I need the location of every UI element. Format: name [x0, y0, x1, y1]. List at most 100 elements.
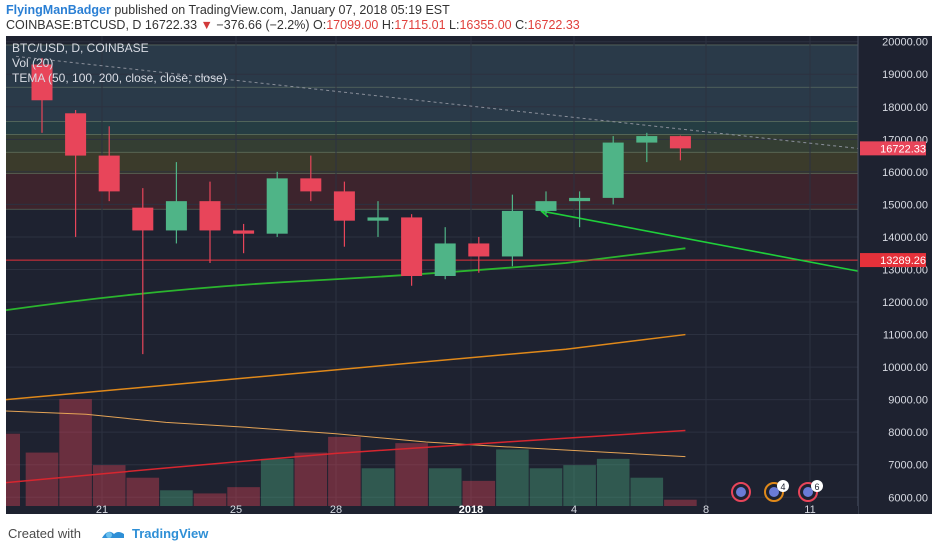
price-axis — [858, 36, 932, 514]
volume-bar — [462, 480, 496, 506]
green-arrow-line — [540, 210, 859, 272]
event-count-label: 6 — [814, 482, 819, 492]
candle-body — [602, 142, 624, 198]
volume-bar — [227, 487, 260, 506]
y-tick-label: 12000.00 — [882, 297, 928, 309]
candle-body — [501, 210, 523, 257]
candle-body — [636, 136, 658, 143]
red-line-badge — [860, 253, 926, 268]
high-value: 17115.01 — [394, 18, 446, 32]
fib-band — [6, 121, 858, 135]
volume-bar — [294, 452, 328, 506]
tradingview-logo-icon — [102, 531, 124, 538]
y-tick-label: 14000.00 — [882, 232, 928, 244]
y-tick-label: 10000.00 — [882, 362, 928, 374]
x-tick-label: 28 — [330, 504, 342, 514]
legend-tema: TEMA (50, 100, 200, close, close, close) — [12, 71, 227, 85]
volume-bar — [160, 490, 193, 506]
fib-band — [6, 173, 858, 210]
last-price-label: 16722.33 — [880, 143, 926, 155]
y-tick-label: 16000.00 — [882, 167, 928, 179]
candle-body — [199, 201, 221, 231]
last-price: 16722.33 — [144, 18, 198, 32]
close-label: C: — [515, 18, 528, 32]
tema-50-line — [5, 247, 686, 312]
candle-body — [31, 64, 53, 101]
x-tick-label: 8 — [703, 504, 709, 514]
x-tick-label: 21 — [96, 504, 108, 514]
volume-bar — [596, 458, 630, 506]
candle-body — [669, 136, 691, 149]
volume-bar — [59, 399, 92, 506]
x-tick-label: 4 — [571, 504, 577, 514]
legend-title: BTC/USD, D, COINBASE — [12, 41, 149, 55]
author-link[interactable]: FlyingManBadger — [6, 3, 111, 17]
candle-body — [434, 243, 456, 276]
volume-bar — [529, 468, 563, 506]
y-tick-label: 6000.00 — [888, 492, 928, 504]
chart-svg[interactable]: 6000.00 7000.00 8000.00 9000.00 10000.00 1100… — [5, 36, 932, 516]
candle-body — [333, 191, 355, 221]
volume-bar — [563, 465, 596, 506]
candle-body — [233, 230, 255, 234]
fib-band — [6, 134, 858, 153]
y-tick-label: 19000.00 — [882, 69, 928, 81]
volume-bar — [92, 465, 126, 506]
candle-body — [98, 155, 120, 192]
volume-bar — [395, 443, 428, 506]
y-tick-label: 18000.00 — [882, 102, 928, 114]
flag-icon — [769, 487, 779, 497]
volume-bar — [630, 477, 664, 506]
volume-bar — [496, 449, 529, 506]
volume-bar — [328, 436, 361, 506]
fib-band — [6, 44, 858, 122]
symbol-label: COINBASE:BTCUSD, D — [6, 18, 142, 32]
legend-volume: Vol (20) — [12, 56, 53, 70]
down-arrow-icon: ▼ — [200, 18, 213, 32]
candle-body — [65, 113, 87, 156]
candle-body — [401, 217, 423, 276]
x-tick-label: 11 — [804, 504, 815, 514]
last-price-badge — [860, 141, 926, 156]
low-label: L: — [449, 18, 460, 32]
y-tick-label: 7000.00 — [888, 460, 928, 472]
publish-line: FlyingManBadger published on TradingView… — [6, 3, 450, 17]
created-with-text: Created with — [8, 526, 81, 541]
y-tick-label: 11000.00 — [883, 330, 928, 342]
footer: Created with TradingView — [0, 514, 932, 550]
tradingview-brand[interactable]: TradingView — [132, 526, 209, 541]
chart-area[interactable]: 6000.00 7000.00 8000.00 9000.00 10000.00 1100… — [5, 36, 932, 516]
open-label: O: — [313, 18, 327, 32]
x-tick-label: 25 — [230, 504, 242, 514]
volume-ma-line — [5, 410, 686, 458]
volume-bar — [361, 468, 395, 506]
volume-bar — [6, 433, 20, 506]
candle-body — [367, 217, 389, 221]
close-value: 16722.33 — [527, 18, 580, 32]
open-value: 17099.00 — [326, 18, 379, 32]
y-tick-label: 20000.00 — [882, 37, 928, 49]
event-count-badge — [777, 480, 789, 492]
volume-bar — [260, 458, 294, 506]
volume-bar — [664, 499, 697, 506]
candle-body — [266, 178, 288, 234]
flag-icon — [803, 487, 813, 497]
volume-bar — [428, 468, 462, 506]
fib-band — [6, 152, 858, 174]
candle-body — [569, 197, 591, 202]
low-value: 16355.00 — [459, 18, 512, 32]
time-axis-strip — [6, 506, 858, 514]
ohlc-line: COINBASE:BTCUSD, D 16722.33 ▼ −376.66 (−… — [6, 18, 580, 32]
high-label: H: — [381, 18, 395, 32]
candle-body — [535, 201, 557, 211]
header: FlyingManBadger published on TradingView… — [0, 0, 932, 36]
y-tick-label: 15000.00 — [882, 199, 928, 211]
candle-body — [300, 178, 322, 192]
publish-info: published on TradingView.com, January 07… — [110, 3, 450, 17]
event-count-label: 4 — [780, 482, 785, 492]
candle-body — [132, 207, 154, 231]
tema-100-line — [5, 333, 686, 401]
y-tick-label: 13000.00 — [882, 264, 928, 276]
volume-ma-red-line — [5, 429, 686, 484]
y-tick-label: 9000.00 — [888, 395, 928, 407]
